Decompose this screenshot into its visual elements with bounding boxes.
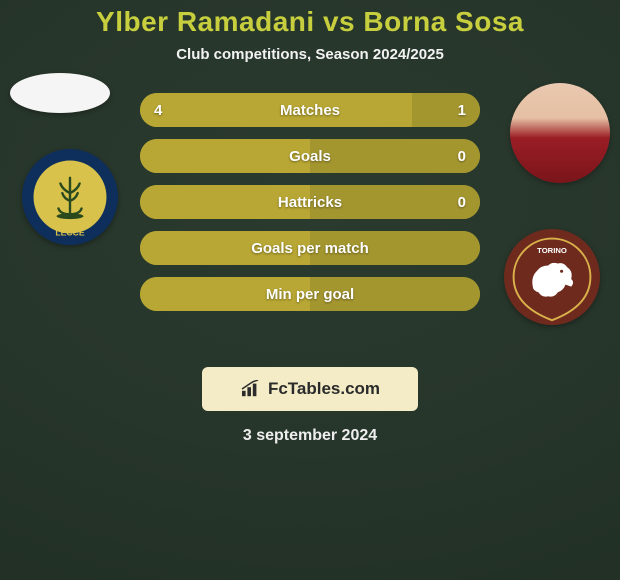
stat-row: Min per goal (140, 277, 480, 311)
bar-chart-icon (240, 380, 262, 398)
stat-label: Matches (140, 93, 480, 127)
club-right-badge: TORINO (504, 229, 600, 325)
stat-value-left: 4 (140, 93, 176, 127)
stat-value-right: 1 (444, 93, 480, 127)
lecce-badge-icon: U.S. LECCE (22, 149, 118, 245)
date-text: 3 september 2024 (0, 427, 620, 445)
fctables-logo: FcTables.com (202, 367, 418, 411)
stat-value-right: 0 (444, 185, 480, 219)
logo-text: FcTables.com (268, 379, 380, 399)
svg-text:TORINO: TORINO (537, 246, 567, 255)
stat-label: Min per goal (140, 277, 480, 311)
stat-row: Matches4 1 (140, 93, 480, 127)
svg-text:U.S.: U.S. (61, 162, 80, 173)
stat-row: Goals0 (140, 139, 480, 173)
stat-label: Hattricks (140, 185, 480, 219)
stat-row: Goals per match (140, 231, 480, 265)
torino-badge-icon: TORINO (504, 229, 600, 325)
stats-area: U.S. LECCE TORINO Matches41Goals0Hattric… (0, 93, 620, 353)
stat-bars: Matches41Goals0Hattricks0Goals per match… (140, 93, 480, 323)
subtitle: Club competitions, Season 2024/2025 (0, 46, 620, 63)
player-right-photo (510, 83, 610, 183)
player-left-photo (10, 73, 110, 113)
svg-text:LECCE: LECCE (55, 227, 84, 237)
club-left-badge: U.S. LECCE (22, 149, 118, 245)
stat-row: Hattricks0 (140, 185, 480, 219)
stat-label: Goals (140, 139, 480, 173)
stat-label: Goals per match (140, 231, 480, 265)
content-root: Ylber Ramadani vs Borna Sosa Club compet… (0, 0, 620, 580)
page-title: Ylber Ramadani vs Borna Sosa (0, 6, 620, 38)
stat-value-right: 0 (444, 139, 480, 173)
